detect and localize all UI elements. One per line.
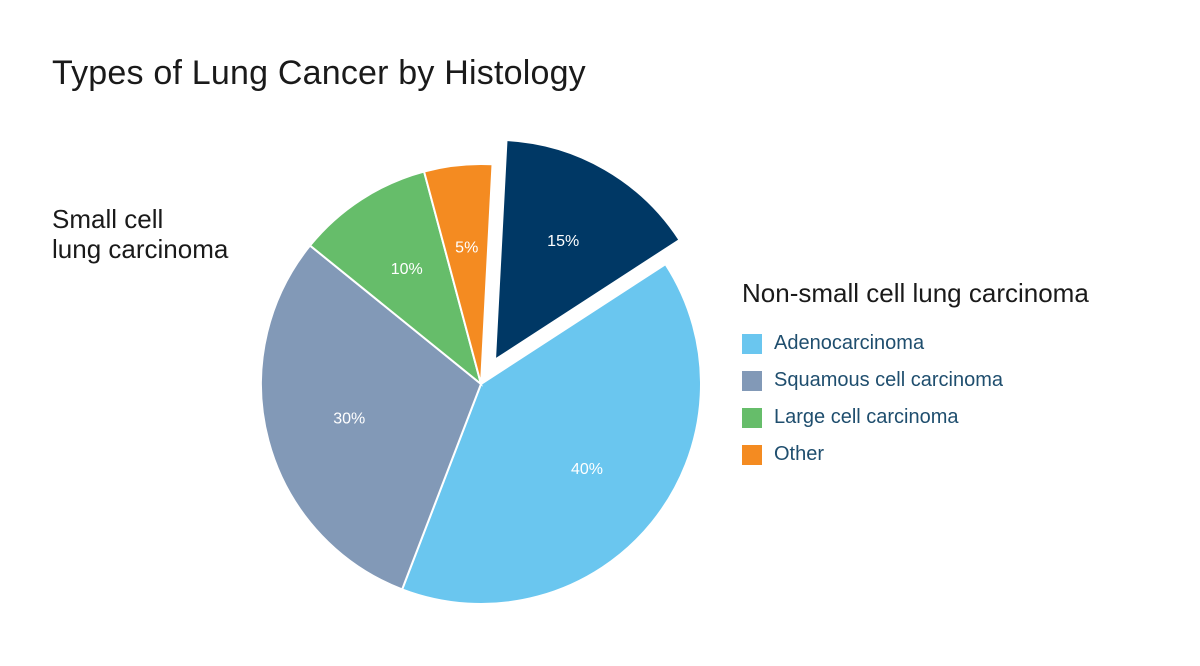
- chart-title: Types of Lung Cancer by Histology: [52, 54, 586, 92]
- slice-label-small-cell-lung-carcinoma: 15%: [547, 233, 579, 250]
- slice-label-squamous-cell-carcinoma: 30%: [333, 411, 365, 428]
- legend-swatch: [742, 444, 762, 465]
- legend-label: Large cell carcinoma: [774, 406, 959, 428]
- legend-label: Other: [774, 443, 825, 465]
- small-cell-callout-line2: lung carcinoma: [52, 234, 229, 264]
- legend-label: Adenocarcinoma: [774, 332, 925, 354]
- legend-title: Non-small cell lung carcinoma: [742, 278, 1089, 308]
- slice-label-other: 5%: [455, 240, 478, 257]
- slice-label-large-cell-carcinoma: 10%: [391, 261, 423, 278]
- pie-slice-small-cell-lung-carcinoma: [493, 139, 681, 362]
- legend: Non-small cell lung carcinoma Adenocarci…: [742, 278, 1089, 473]
- small-cell-callout: Small cell lung carcinoma: [52, 204, 228, 264]
- pie-slice-adenocarcinoma: [400, 262, 702, 605]
- legend-item-other: Other: [742, 436, 1089, 473]
- pie-slice-other: [422, 162, 494, 385]
- legend-swatch: [742, 407, 762, 428]
- legend-label: Squamous cell carcinoma: [774, 369, 1003, 391]
- legend-item-large-cell: Large cell carcinoma: [742, 399, 1089, 436]
- legend-swatch: [742, 370, 762, 391]
- slice-label-adenocarcinoma: 40%: [571, 461, 603, 478]
- legend-swatch: [742, 333, 762, 354]
- legend-item-squamous: Squamous cell carcinoma: [742, 362, 1089, 399]
- pie-slice-squamous-cell-carcinoma: [260, 244, 483, 591]
- small-cell-callout-line1: Small cell: [52, 204, 164, 234]
- legend-item-adenocarcinoma: Adenocarcinoma: [742, 325, 1089, 362]
